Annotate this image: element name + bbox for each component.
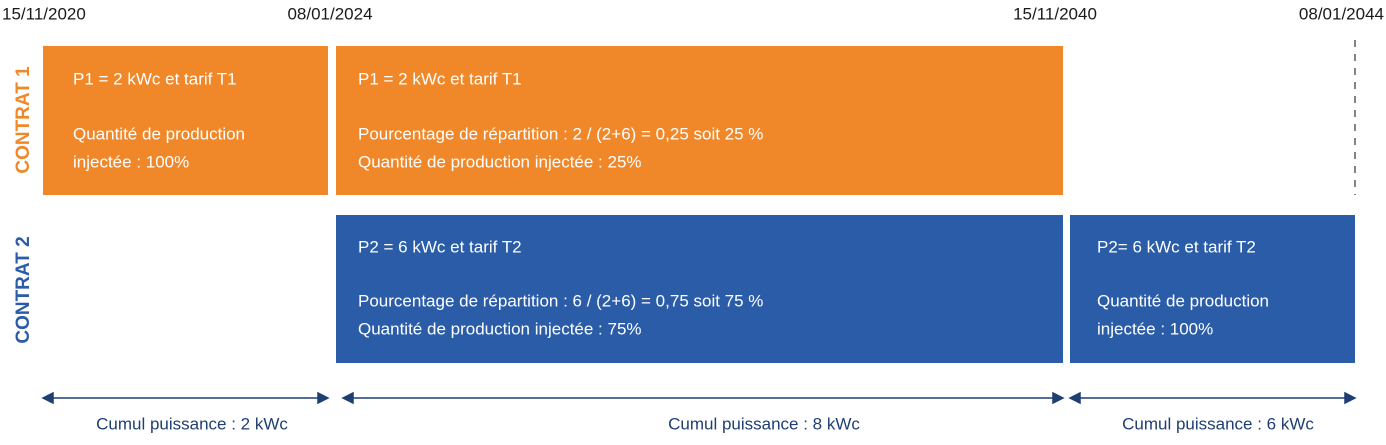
- arrow-head: [317, 391, 330, 405]
- arrow-head: [1052, 391, 1065, 405]
- box-heading: P2= 6 kWc et tarif T2: [1097, 237, 1256, 256]
- total-label: Cumul puissance : 8 kWc: [668, 414, 860, 433]
- box-detail: Quantité de production injectée : 25%: [358, 152, 642, 171]
- box-detail: Pourcentage de répartition : 6 / (2+6) =…: [358, 291, 763, 310]
- date: 08/01/2024: [287, 4, 372, 23]
- period-box: [1070, 215, 1355, 363]
- arrow-head: [1068, 391, 1081, 405]
- period-box: [43, 46, 328, 195]
- box-heading: P1 = 2 kWc et tarif T1: [73, 69, 237, 88]
- row-label: CONTRAT 2: [13, 236, 34, 343]
- box-detail: Pourcentage de répartition : 2 / (2+6) =…: [358, 124, 763, 143]
- total-label: Cumul puissance : 6 kWc: [1122, 414, 1314, 433]
- arrow-head: [341, 391, 354, 405]
- total-label: Cumul puissance : 2 kWc: [96, 414, 288, 433]
- date: 15/11/2020: [2, 4, 86, 23]
- period-box: [336, 215, 1063, 363]
- box-detail: injectée : 100%: [73, 152, 189, 171]
- arrow-head: [1344, 391, 1357, 405]
- box-detail: Quantité de production: [1097, 291, 1269, 310]
- date: 15/11/2040: [1013, 4, 1097, 23]
- box-detail: Quantité de production injectée : 75%: [358, 319, 642, 338]
- box-detail: injectée : 100%: [1097, 319, 1213, 338]
- box-heading: P2 = 6 kWc et tarif T2: [358, 237, 522, 256]
- period-box: [336, 46, 1063, 195]
- span-arrows: [41, 391, 1357, 405]
- box-detail: Quantité de production: [73, 124, 245, 143]
- box-heading: P1 = 2 kWc et tarif T1: [358, 69, 522, 88]
- row-label: CONTRAT 1: [13, 66, 34, 174]
- arrow-head: [41, 391, 54, 405]
- date: 08/01/2044: [1299, 4, 1384, 23]
